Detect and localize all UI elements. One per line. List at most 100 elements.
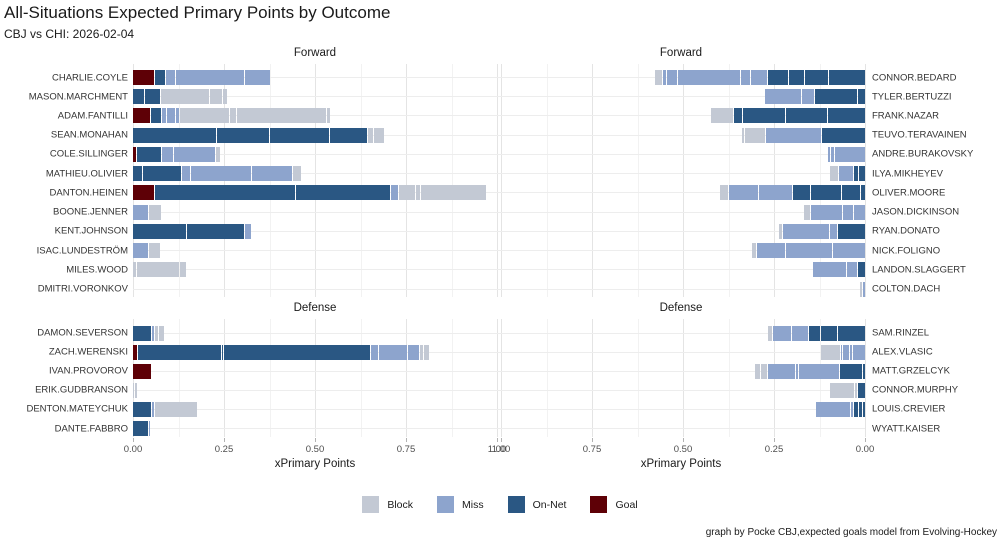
bar-segment-goal [133,344,138,360]
player-label: CONNOR.MURPHY [872,384,959,396]
axis-tick [133,438,134,442]
bar-segment-on-net [862,363,865,379]
bar-segment-block [741,127,744,143]
player-label: LOUIS.CREVIER [872,403,946,415]
gridline-vertical [546,319,548,437]
player-label: MATT.GRZELCYK [872,365,950,377]
bar-segment-block [415,185,420,201]
bar-segment-miss [772,325,791,341]
bar-segment-miss [853,344,865,360]
bar-segment-block [854,382,858,398]
legend-label: Miss [462,498,484,511]
player-label: DENTON.MATEYCHUK [26,403,128,415]
bar-row [815,401,865,417]
bar-segment-on-net [821,127,865,143]
bar-segment-miss [840,344,843,360]
bar-segment-on-net [854,166,859,182]
x-axis-title-right: xPrimary Points [640,458,722,470]
bar-segment-miss [847,262,858,278]
bar-segment-block [374,127,384,143]
axis-tick [497,438,498,442]
player-label: COLE.SILLINGER [49,148,128,160]
bar-segment-miss [148,421,150,436]
gridline-vertical [451,64,453,297]
player-label: SEAN.MONAHAN [50,129,128,141]
gridline-horizontal [133,269,499,271]
bar-segment-on-net [743,108,785,124]
bar-row [133,108,331,124]
gridline-horizontal [499,250,865,252]
bar-segment-on-net [811,185,842,201]
player-label: CHARLIE.COYLE [51,72,128,83]
gridline-vertical [269,319,271,437]
bar-segment-block [860,281,862,297]
bar-segment-goal [133,70,154,85]
gridline-vertical [728,319,730,437]
bar-segment-goal [133,146,136,162]
gridline-vertical [546,64,548,297]
bar-segment-on-net [144,89,161,105]
facet-title: Forward [293,47,337,59]
gridline-horizontal [499,370,865,372]
bar-row [820,344,865,360]
axis-tick-label: 0.50 [305,444,325,455]
bar-row [133,185,487,201]
bar-row [764,89,865,105]
bar-segment-miss [162,146,174,162]
gridline-vertical [360,64,362,297]
bar-segment-on-net [863,401,865,417]
bar-row [133,70,271,85]
goal-swatch-icon [590,496,608,513]
player-label: LANDON.SLAGGERT [872,264,966,276]
bar-row [754,363,865,379]
bar-segment-block [420,185,487,201]
bar-segment-on-net [136,146,162,162]
bar-segment-miss [167,108,176,124]
gridline-horizontal [133,408,499,410]
bar-segment-miss [850,401,854,417]
bar-segment-block [368,127,374,143]
bar-segment-miss [165,70,176,85]
gridline-horizontal [133,250,499,252]
gridline-horizontal [133,153,499,155]
bar-row [133,89,228,105]
gridline-vertical [683,319,684,437]
gridline-vertical [406,64,407,297]
gridline-horizontal [499,408,865,410]
gridline-horizontal [133,389,499,391]
bar-segment-block [830,382,854,398]
bar-segment-on-net [842,185,860,201]
bar-segment-on-net [133,89,144,105]
bar-segment-miss [662,70,667,85]
bar-segment-block [752,243,757,259]
bar-segment-miss [379,344,407,360]
axis-tick-label: 0.50 [673,444,693,455]
gridline-horizontal [499,173,865,175]
bar-segment-on-net [858,382,865,398]
bar-segment-block [424,344,429,360]
bar-segment-miss [827,146,831,162]
bar-segment-on-net [860,185,865,201]
gridline-vertical [865,64,866,297]
bar-row [133,204,162,220]
bar-segment-miss [161,108,167,124]
bar-segment-on-net [187,223,245,239]
bar-segment-miss [834,146,865,162]
chart-caption: graph by Pocke CBJ,expected goals model … [705,527,997,538]
bar-segment-miss [245,223,252,239]
bar-row [719,185,865,201]
bar-row [829,166,865,182]
player-label: ANDRE.BURAKOVSKY [872,148,974,160]
bar-segment-on-net [837,325,865,341]
gridline-horizontal [499,230,865,232]
gridline-horizontal [499,192,865,194]
bar-row [133,262,187,278]
bar-segment-block [179,262,186,278]
bar-segment-on-net [133,421,148,436]
gridline-vertical [592,319,593,437]
bar-segment-block [293,166,302,182]
player-label: ADAM.FANTILLI [57,110,128,122]
bar-segment-block [755,363,760,379]
gridline-vertical [406,319,407,437]
